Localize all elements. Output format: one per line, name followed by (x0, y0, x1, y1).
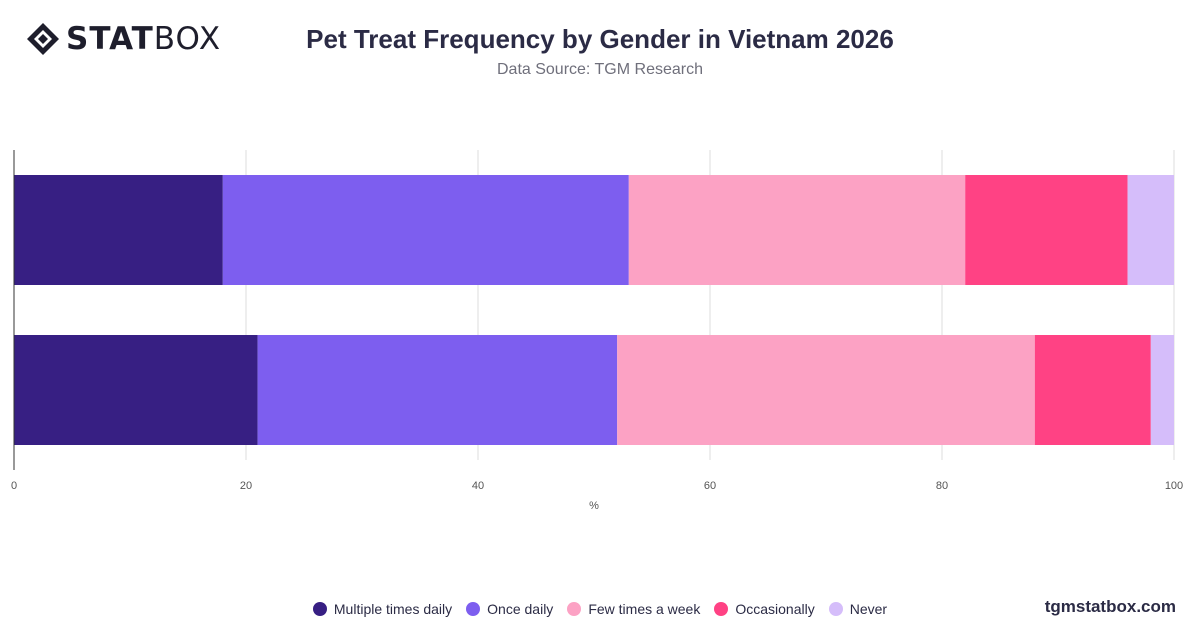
bar-segment (14, 335, 258, 445)
bar-segment (222, 175, 629, 285)
statbox-logo-icon (27, 23, 59, 55)
bar-segment (965, 175, 1128, 285)
logo-wordmark-bold: STAT (66, 21, 154, 57)
bar-segment (14, 175, 223, 285)
logo-wordmark: STATBOX (66, 22, 221, 56)
bar-segment (1150, 335, 1174, 445)
x-tick-label: 40 (472, 480, 484, 492)
chart-title: Pet Treat Frequency by Gender in Vietnam… (306, 24, 894, 54)
chart-subtitle: Data Source: TGM Research (496, 61, 703, 78)
stacked-bar-chart: 0 20 40 60 80 100% (11, 150, 1183, 512)
chart-legend: Multiple times daily Once daily Few times … (0, 601, 1200, 617)
legend-label: Few times a week (588, 601, 701, 617)
x-tick-label: 60 (704, 480, 716, 492)
x-tick-label: 20 (240, 480, 252, 492)
legend-swatch (828, 602, 843, 616)
legend-item[interactable]: Never (828, 601, 888, 617)
statbox-logo: STATBOX (26, 22, 221, 56)
legend-item[interactable]: Multiple times daily (312, 601, 453, 617)
legend-item[interactable]: Few times a week (567, 601, 700, 617)
legend-swatch (567, 602, 582, 616)
watermark: tgmstatbox.com (1044, 597, 1176, 616)
legend-label: Never (849, 601, 888, 617)
bar-segment (628, 175, 966, 285)
x-tick-label: 100 (1165, 480, 1183, 492)
legend-swatch (714, 602, 729, 616)
x-tick-label: 80 (936, 480, 948, 492)
legend-label: Multiple times daily (333, 601, 453, 617)
legend-item[interactable]: Occasionally (714, 601, 815, 617)
legend-label: Occasionally (735, 601, 815, 617)
legend-label: Once daily (487, 601, 554, 617)
bar-segment (1034, 335, 1151, 445)
bar-segment (1127, 175, 1174, 285)
legend-swatch (466, 602, 481, 616)
bar-segment (617, 335, 1035, 445)
x-tick-label: 0 (11, 480, 17, 492)
x-axis-label: % (589, 500, 599, 512)
logo-wordmark-light: BOX (153, 21, 222, 57)
legend-item[interactable]: Once daily (466, 601, 553, 617)
bar-segment (257, 335, 618, 445)
legend-swatch (312, 602, 327, 616)
